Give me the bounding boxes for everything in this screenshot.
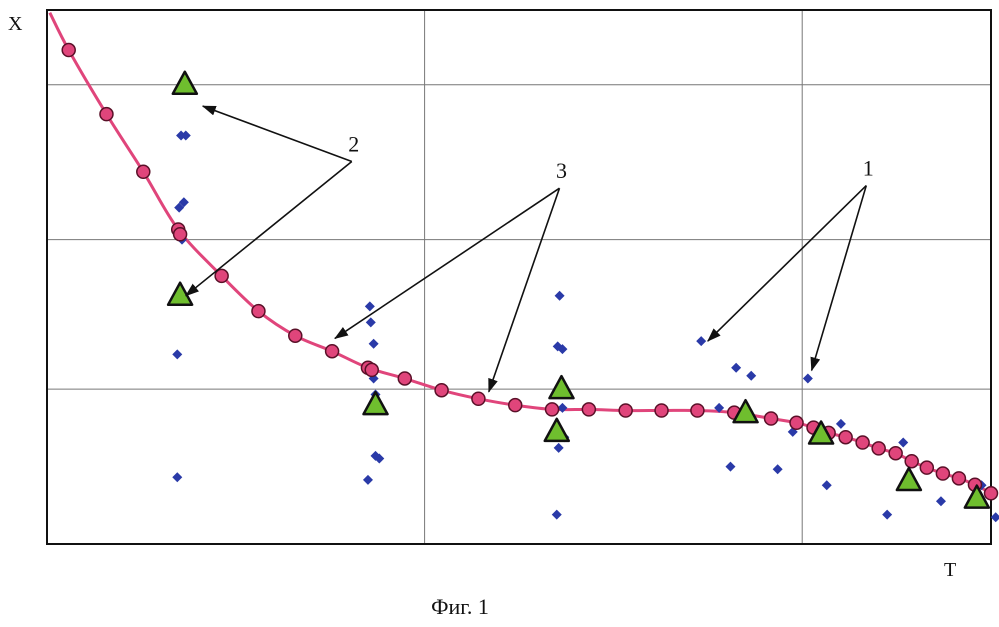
diamond-point-29: [725, 462, 735, 472]
circle-point-27: [872, 442, 885, 455]
diamond-point-6: [172, 349, 182, 359]
annotation-label-2: 2: [348, 132, 359, 157]
circle-point-17: [619, 404, 632, 417]
diamond-point-33: [822, 480, 832, 490]
triangle-point-2: [364, 392, 388, 414]
circle-point-25: [839, 431, 852, 444]
figure-caption: Фиг. 1: [431, 594, 489, 619]
circle-point-1: [100, 108, 113, 121]
circle-point-32: [952, 472, 965, 485]
diamond-point-16: [555, 291, 565, 301]
circle-point-15: [546, 403, 559, 416]
diamond-point-35: [936, 496, 946, 506]
circle-point-21: [765, 412, 778, 425]
circle-point-16: [582, 403, 595, 416]
circle-point-12: [435, 384, 448, 397]
y-axis-label: X: [8, 13, 23, 35]
triangle-point-4: [545, 419, 569, 441]
annotation-3-arrow-0: [335, 188, 560, 338]
circle-point-34: [985, 487, 998, 500]
diamond-point-34: [882, 510, 892, 520]
x-axis-label: T: [944, 559, 956, 581]
circle-point-26: [856, 436, 869, 449]
circle-point-30: [920, 461, 933, 474]
circle-point-19: [691, 404, 704, 417]
circle-point-22: [790, 416, 803, 429]
diamond-point-31: [836, 419, 846, 429]
circle-point-29: [905, 455, 918, 468]
annotation-2-arrow-1: [186, 162, 352, 296]
annotation-label-3: 3: [556, 158, 567, 183]
triangle-point-7: [897, 468, 921, 490]
circle-point-31: [936, 467, 949, 480]
diamond-point-15: [363, 475, 373, 485]
circle-point-4: [174, 228, 187, 241]
circle-point-10: [365, 363, 378, 376]
circle-point-14: [509, 399, 522, 412]
circle-point-13: [472, 392, 485, 405]
annotation-3-arrow-1: [489, 188, 560, 392]
circle-point-18: [655, 404, 668, 417]
triangle-point-0: [173, 72, 197, 94]
diamond-point-7: [172, 472, 182, 482]
circle-point-0: [62, 44, 75, 57]
circle-point-11: [398, 372, 411, 385]
diamond-point-10: [369, 339, 379, 349]
circle-point-28: [889, 447, 902, 460]
circle-point-6: [252, 305, 265, 318]
diamond-point-9: [366, 317, 376, 327]
diamond-point-22: [552, 510, 562, 520]
diamond-point-30: [773, 464, 783, 474]
diamond-point-26: [803, 373, 813, 383]
diamond-point-21: [554, 443, 564, 453]
diamond-point-25: [746, 371, 756, 381]
circle-point-7: [289, 329, 302, 342]
triangle-point-3: [549, 376, 573, 398]
diamond-point-8: [365, 301, 375, 311]
circle-point-8: [326, 345, 339, 358]
circle-point-2: [137, 165, 150, 178]
annotation-2-arrow-0: [203, 106, 352, 161]
diamond-point-24: [731, 363, 741, 373]
annotation-label-1: 1: [863, 156, 874, 181]
diamond-point-23: [696, 336, 706, 346]
diamond-point-32: [898, 438, 908, 448]
annotations: 1 2 3: [186, 106, 874, 392]
